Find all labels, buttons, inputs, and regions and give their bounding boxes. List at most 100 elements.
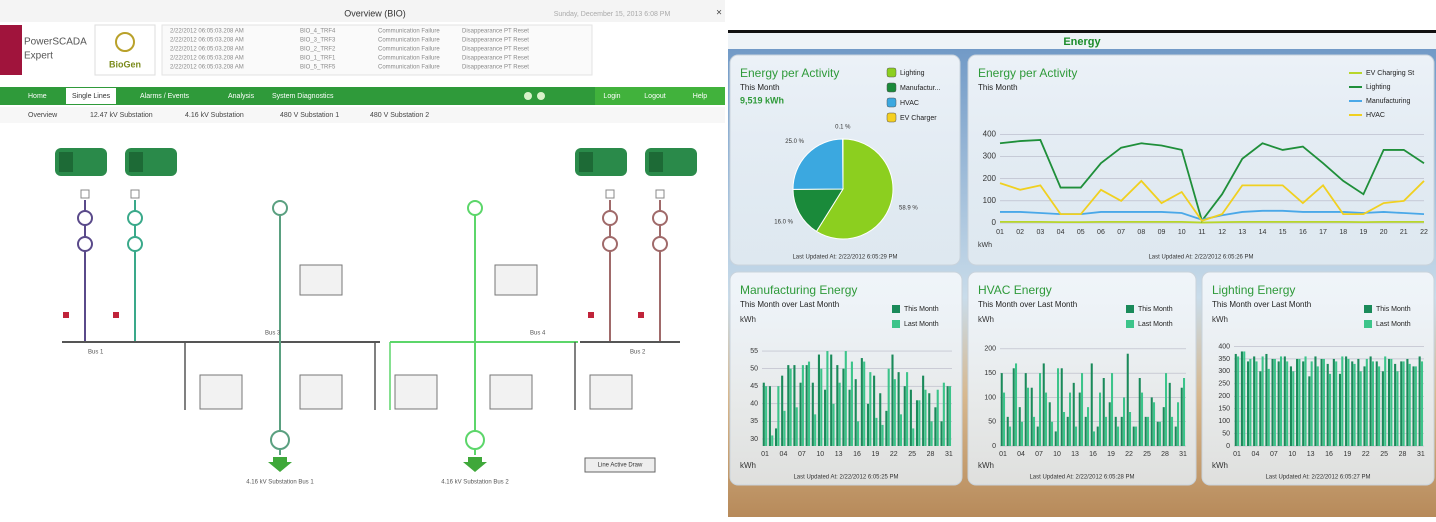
sub-tab[interactable]: 480 V Substation 2 — [370, 112, 429, 119]
panel-subtitle: This Month over Last Month — [1212, 300, 1311, 309]
bar — [1412, 366, 1414, 446]
bar — [1057, 368, 1059, 446]
bar — [1237, 356, 1239, 446]
bus-label: Bus 4 — [530, 331, 546, 337]
bar — [1327, 364, 1329, 446]
sub-tab[interactable]: 4.16 kV Substation — [185, 112, 244, 119]
nav-item[interactable]: Home — [28, 93, 47, 100]
bar — [839, 383, 841, 446]
bar — [1169, 383, 1171, 446]
bar — [1333, 359, 1335, 446]
bar — [1171, 417, 1173, 446]
y-tick-label: 35 — [750, 418, 758, 425]
nav-item[interactable]: Alarms / Events — [140, 93, 190, 100]
bar — [1292, 371, 1294, 446]
bar — [1087, 407, 1089, 446]
bar — [851, 362, 853, 446]
y-tick-label: 40 — [750, 401, 758, 408]
bar — [1311, 361, 1313, 446]
x-tick-label: 25 — [1143, 451, 1151, 458]
bar — [1133, 427, 1135, 446]
alarm-cell: Disappearance PT Reset — [462, 65, 529, 71]
bar — [1259, 371, 1261, 446]
bar — [771, 435, 773, 446]
x-tick-label: 20 — [1380, 229, 1388, 236]
x-tick-label: 31 — [1417, 451, 1425, 458]
bar — [1043, 363, 1045, 446]
bar — [814, 414, 816, 446]
bar — [931, 421, 933, 446]
x-tick-label: 19 — [1343, 451, 1351, 458]
x-tick-label: 10 — [1288, 451, 1296, 458]
status-box — [300, 265, 342, 295]
y-tick-label: 200 — [1218, 393, 1230, 400]
x-tick-label: 16 — [1299, 229, 1307, 236]
transformer — [128, 237, 142, 251]
bar — [1341, 356, 1343, 446]
nav-item[interactable]: Single Lines — [72, 93, 111, 100]
bar — [1360, 371, 1362, 446]
x-tick-label: 19 — [1360, 229, 1368, 236]
bar — [1013, 368, 1015, 446]
bar — [1243, 351, 1245, 446]
panel-title: Manufacturing Energy — [740, 283, 857, 297]
bar — [1177, 402, 1179, 446]
bar — [1073, 383, 1075, 446]
panel-subtitle: This Month over Last Month — [978, 300, 1077, 309]
bar — [1121, 417, 1123, 446]
legend-swatch — [1126, 305, 1134, 313]
bar — [1339, 374, 1341, 446]
session-item[interactable]: Logout — [644, 93, 665, 100]
bar — [1284, 356, 1286, 446]
scada-window — [0, 0, 725, 517]
session-item[interactable]: Login — [603, 93, 620, 100]
bar — [842, 369, 844, 446]
bar — [787, 365, 789, 446]
nav-item[interactable]: System Diagnostics — [272, 93, 334, 100]
x-tick-label: 22 — [1362, 451, 1370, 458]
sub-tab[interactable]: 12.47 kV Substation — [90, 112, 153, 119]
bar — [1147, 417, 1149, 446]
panel-footer: Last Updated At: 2/22/2012 6:05:28 PM — [1029, 475, 1134, 481]
x-tick-label: 13 — [1238, 229, 1246, 236]
nav-item[interactable]: Analysis — [228, 93, 255, 100]
alarm-cell: BIO_2_TRF2 — [300, 47, 336, 53]
bar — [1262, 356, 1264, 446]
bar — [943, 383, 945, 446]
y-tick-label: 30 — [750, 436, 758, 443]
x-tick-label: 03 — [1036, 229, 1044, 236]
x-axis-label: kWh — [1212, 461, 1228, 470]
bar — [1382, 371, 1384, 446]
bar — [1183, 378, 1185, 446]
bar — [857, 421, 859, 446]
bar — [1159, 422, 1161, 446]
slice-label: 25.0 % — [785, 139, 804, 145]
y-tick-label: 0 — [1226, 443, 1230, 450]
bar — [1081, 373, 1083, 446]
site-name: BioGen — [109, 59, 141, 69]
transformer — [271, 431, 289, 449]
close-icon[interactable]: × — [716, 8, 722, 19]
y-tick-label: 400 — [983, 130, 997, 139]
bar — [1255, 361, 1257, 446]
alarm-cell: Communication Failure — [378, 56, 440, 62]
bar — [765, 386, 767, 446]
bar — [1153, 402, 1155, 446]
bar — [1366, 359, 1368, 446]
bus-label: Bus 1 — [88, 350, 104, 356]
session-item[interactable]: Help — [693, 93, 708, 100]
sub-tab[interactable]: 480 V Substation 1 — [280, 112, 339, 119]
bar — [1181, 388, 1183, 446]
bar — [1314, 356, 1316, 446]
action-label[interactable]: Line Active Draw — [598, 463, 643, 469]
bar — [763, 383, 765, 446]
x-axis-label: kWh — [978, 461, 994, 470]
bar — [1272, 359, 1274, 446]
bar — [1384, 356, 1386, 446]
bar — [1376, 361, 1378, 446]
x-tick-label: 04 — [1252, 451, 1260, 458]
sub-tab[interactable]: Overview — [28, 112, 58, 119]
generator — [273, 201, 287, 215]
legend-label: This Month — [904, 306, 939, 313]
y-tick-label: 200 — [983, 174, 997, 183]
